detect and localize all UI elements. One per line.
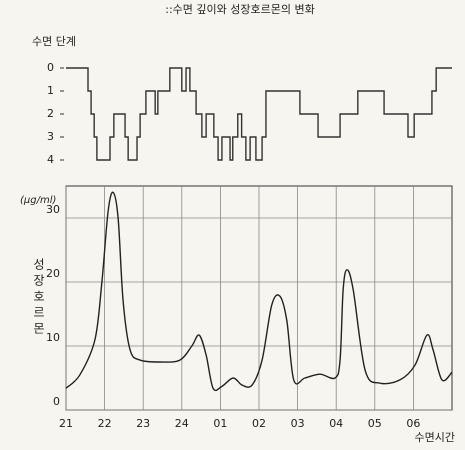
y-tick-label: 30: [46, 203, 60, 216]
x-tick-label: 24: [175, 417, 189, 430]
y-tick-label: 0: [47, 61, 54, 74]
x-tick-label: 02: [252, 417, 266, 430]
x-tick-label: 05: [368, 417, 382, 430]
y-tick-label: 3: [47, 130, 54, 143]
y-tick-label: 0: [53, 395, 60, 408]
x-tick-label: 22: [98, 417, 112, 430]
y-tick-label: 10: [46, 331, 60, 344]
x-tick-label: 01: [213, 417, 227, 430]
hormone-line: [65, 191, 453, 392]
y-tick-label: 20: [46, 267, 60, 280]
x-axis-label: 수면시간: [415, 431, 455, 444]
unit-label: (μg/ml): [20, 195, 56, 206]
x-tick-label: 04: [329, 417, 343, 430]
bottom-y-label: 성장호르몬: [32, 258, 46, 338]
x-tick-label: 03: [291, 417, 305, 430]
y-tick-label: 1: [47, 84, 54, 97]
y-tick-label: 2: [47, 107, 54, 120]
hypnogram-line: [66, 67, 452, 161]
figure-title: ::수면 깊이와 성장호르몬의 변화: [165, 3, 314, 16]
x-tick-label: 06: [406, 417, 420, 430]
y-tick-label: 4: [47, 153, 54, 166]
x-tick-label: 23: [136, 417, 150, 430]
top-y-label: 수면 단계: [32, 35, 76, 48]
x-tick-label: 21: [59, 417, 73, 430]
